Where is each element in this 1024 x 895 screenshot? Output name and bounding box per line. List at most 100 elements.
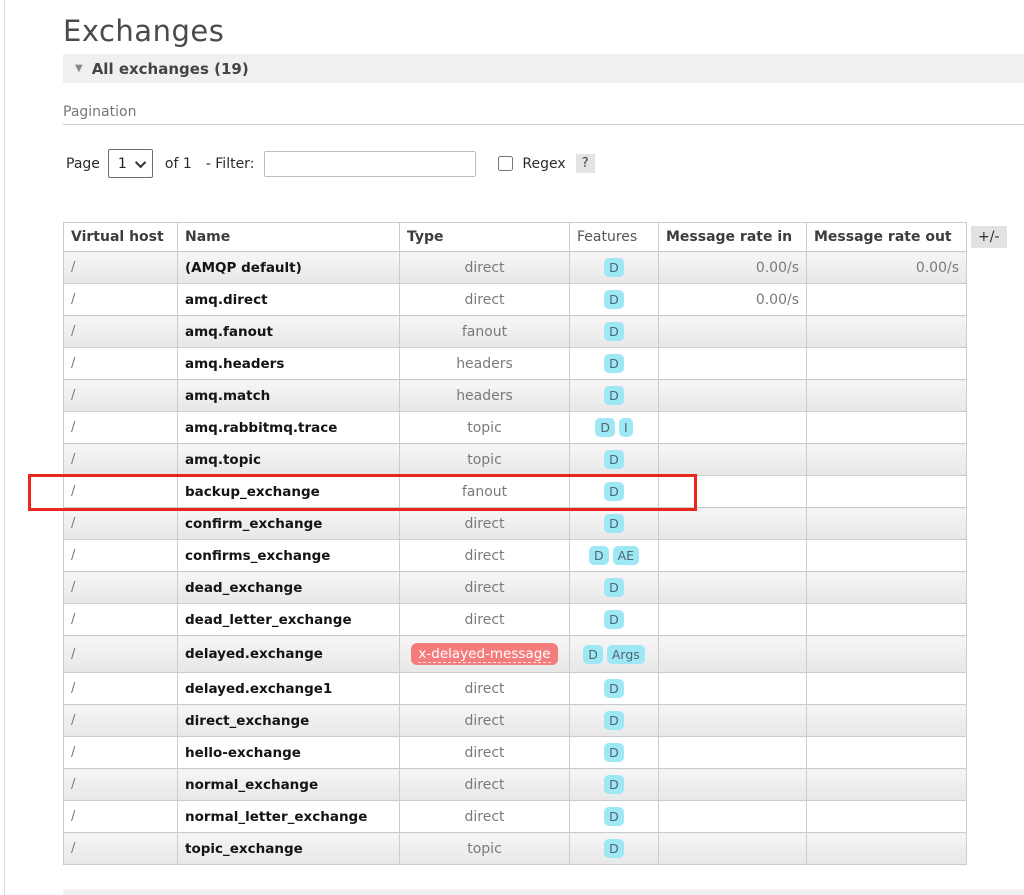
- exchange-name-link[interactable]: backup_exchange: [177, 475, 400, 508]
- cell-message-rate-in: [658, 379, 807, 412]
- filter-input[interactable]: [264, 150, 477, 177]
- feature-badge: D: [583, 644, 603, 664]
- table-row: / amq.direct direct D 0.00/s: [63, 283, 967, 316]
- feature-badge: D: [604, 775, 624, 794]
- cell-features: D: [569, 507, 659, 540]
- cell-message-rate-out: [806, 603, 967, 636]
- table-row: / amq.rabbitmq.trace topic D I: [63, 411, 967, 444]
- next-section-header-sliver: [63, 889, 1024, 895]
- exchange-name-link[interactable]: delayed.exchange1: [177, 672, 400, 705]
- exchange-name-link[interactable]: topic_exchange: [177, 832, 400, 865]
- cell-features: D: [569, 672, 659, 705]
- all-exchanges-section-header[interactable]: ▼ All exchanges (19): [63, 54, 1024, 83]
- exchange-name-link[interactable]: normal_letter_exchange: [177, 800, 400, 833]
- exchange-name-link[interactable]: amq.fanout: [177, 315, 400, 348]
- cell-virtual-host: /: [63, 251, 178, 284]
- exchange-name-link[interactable]: delayed.exchange: [177, 635, 400, 673]
- feature-badge: D: [595, 418, 615, 437]
- cell-features: D: [569, 283, 659, 316]
- cell-type: direct: [399, 283, 570, 316]
- table-row: / topic_exchange topic D: [63, 832, 967, 865]
- plugin-type-badge-label: x-delayed-message: [418, 646, 551, 663]
- exchanges-table-wrap: Virtual host Name Type Features Message …: [63, 222, 967, 865]
- exchange-name-link[interactable]: direct_exchange: [177, 704, 400, 737]
- cell-message-rate-in: [658, 475, 807, 508]
- header-virtual-host[interactable]: Virtual host: [63, 222, 178, 252]
- cell-features: D: [569, 571, 659, 604]
- cell-message-rate-in: 0.00/s: [658, 251, 807, 284]
- cell-message-rate-out: [806, 283, 967, 316]
- table-row: / delayed.exchange1 direct D: [63, 672, 967, 705]
- cell-features: D: [569, 347, 659, 380]
- cell-message-rate-out: [806, 800, 967, 833]
- table-row: / normal_letter_exchange direct D: [63, 800, 967, 833]
- cell-virtual-host: /: [63, 635, 178, 673]
- exchange-name-link[interactable]: dead_exchange: [177, 571, 400, 604]
- cell-message-rate-in: [658, 603, 807, 636]
- header-message-rate-out[interactable]: Message rate out: [806, 222, 967, 252]
- header-message-rate-in[interactable]: Message rate in: [658, 222, 807, 252]
- cell-virtual-host: /: [63, 832, 178, 865]
- exchange-name-link[interactable]: amq.topic: [177, 443, 400, 476]
- pagination-heading: Pagination: [63, 104, 137, 120]
- table-row: / dead_letter_exchange direct D: [63, 603, 967, 636]
- cell-type: topic: [399, 411, 570, 444]
- cell-virtual-host: /: [63, 736, 178, 769]
- exchange-name-link[interactable]: amq.match: [177, 379, 400, 412]
- cell-type: x-delayed-message: [399, 635, 570, 673]
- window-edge-line: [4, 0, 5, 895]
- exchange-name-link[interactable]: amq.headers: [177, 347, 400, 380]
- table-row: / delayed.exchange x-delayed-message D Args: [63, 635, 967, 673]
- cell-message-rate-out: [806, 768, 967, 801]
- feature-badge: D: [604, 514, 624, 533]
- cell-features: D: [569, 251, 659, 284]
- feature-badge: D: [604, 679, 624, 698]
- cell-virtual-host: /: [63, 283, 178, 316]
- feature-badge: D: [604, 743, 624, 762]
- page-select[interactable]: 1: [107, 149, 153, 178]
- page-title: Exchanges: [63, 14, 225, 48]
- cell-virtual-host: /: [63, 704, 178, 737]
- cell-features: D: [569, 475, 659, 508]
- table-body: / (AMQP default) direct D 0.00/s 0.00/s / amq.d…: [63, 251, 967, 865]
- cell-type: direct: [399, 251, 570, 284]
- exchange-name-link[interactable]: confirms_exchange: [177, 539, 400, 572]
- table-row: / confirms_exchange direct D AE: [63, 539, 967, 572]
- cell-virtual-host: /: [63, 443, 178, 476]
- exchange-name-link[interactable]: confirm_exchange: [177, 507, 400, 540]
- cell-message-rate-in: [658, 800, 807, 833]
- cell-message-rate-out: [806, 315, 967, 348]
- feature-badge: D: [604, 610, 624, 629]
- table-row: / dead_exchange direct D: [63, 571, 967, 604]
- regex-checkbox[interactable]: [498, 156, 514, 171]
- cell-message-rate-in: [658, 507, 807, 540]
- cell-message-rate-in: [658, 768, 807, 801]
- cell-type: topic: [399, 832, 570, 865]
- exchange-name-link[interactable]: (AMQP default): [177, 251, 400, 284]
- cell-type: direct: [399, 800, 570, 833]
- cell-message-rate-out: [806, 539, 967, 572]
- feature-badge: D: [604, 322, 624, 341]
- cell-message-rate-in: [658, 832, 807, 865]
- exchange-name-link[interactable]: amq.rabbitmq.trace: [177, 411, 400, 444]
- feature-badge: I: [618, 418, 633, 437]
- exchange-name-link[interactable]: amq.direct: [177, 283, 400, 316]
- exchange-name-link[interactable]: normal_exchange: [177, 768, 400, 801]
- cell-message-rate-in: [658, 347, 807, 380]
- cell-message-rate-in: [658, 736, 807, 769]
- header-type[interactable]: Type: [399, 222, 570, 252]
- exchange-name-link[interactable]: hello-exchange: [177, 736, 400, 769]
- table-row: / backup_exchange fanout D: [63, 475, 967, 508]
- column-visibility-toggle[interactable]: +/-: [971, 226, 1007, 248]
- table-row: / (AMQP default) direct D 0.00/s 0.00/s: [63, 251, 967, 284]
- feature-badge: D: [604, 290, 624, 309]
- exchange-name-link[interactable]: dead_letter_exchange: [177, 603, 400, 636]
- page-select-value: 1: [117, 155, 127, 172]
- header-features: Features: [569, 222, 659, 252]
- regex-help-badge[interactable]: ?: [575, 154, 595, 173]
- collapse-triangle-icon: ▼: [75, 62, 83, 74]
- header-name[interactable]: Name: [177, 222, 400, 252]
- feature-badge: D: [604, 386, 624, 405]
